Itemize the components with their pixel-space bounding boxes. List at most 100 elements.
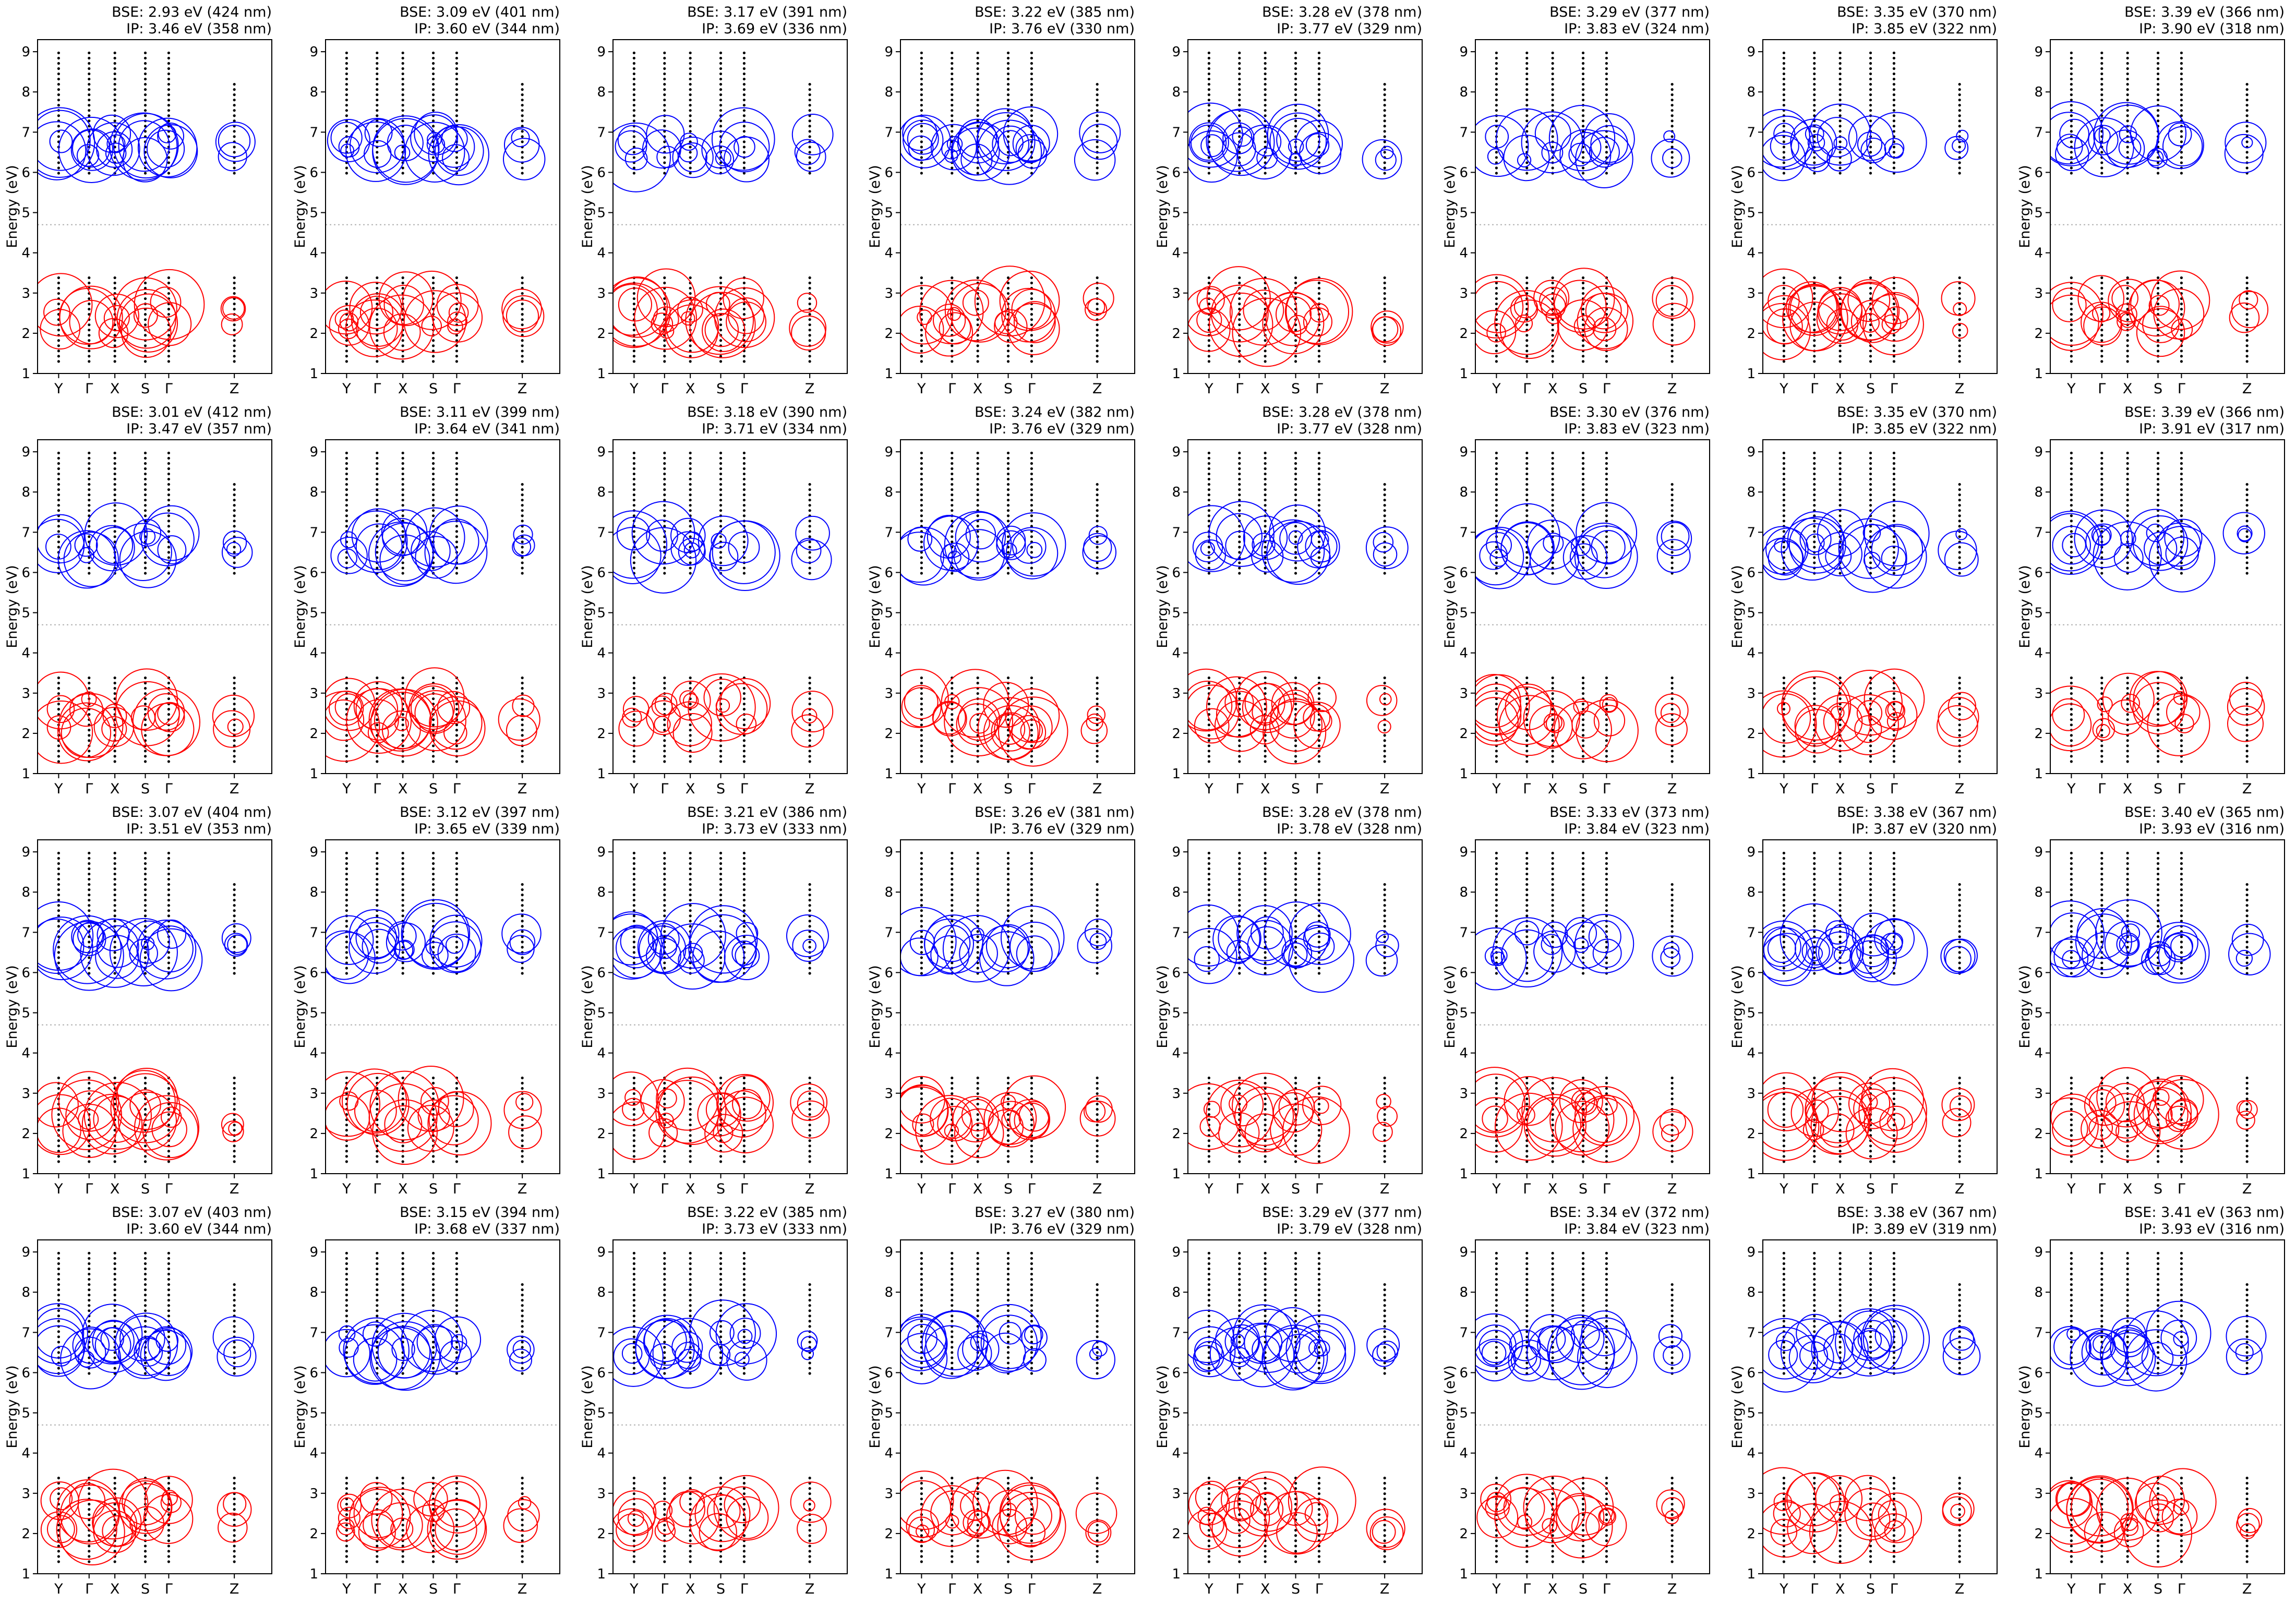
band-dot	[401, 514, 404, 517]
band-dot	[1892, 697, 1896, 701]
conduction-circle	[1216, 513, 1263, 560]
band-dot	[1096, 82, 1099, 86]
valence-circle	[102, 703, 127, 728]
band-dot	[455, 339, 459, 342]
band-dot	[88, 303, 91, 306]
plot-area	[613, 451, 834, 763]
y-tick-label: 7	[1747, 525, 1756, 540]
band-dot	[1581, 556, 1585, 559]
band-dot	[1581, 734, 1585, 737]
band-dot	[1892, 514, 1896, 517]
band-dot	[1096, 755, 1099, 758]
valence-circle	[1576, 699, 1639, 763]
conduction-circle	[616, 516, 651, 551]
band-dot	[1958, 509, 1961, 512]
band-dot	[1813, 329, 1816, 332]
band-dot	[1030, 755, 1033, 758]
bse-title: BSE: 3.39 eV (366 nm)	[2124, 4, 2285, 20]
y-tick-label: 3	[309, 286, 318, 301]
band-dot	[1670, 146, 1674, 149]
band-dot	[113, 499, 116, 502]
band-dot	[719, 729, 723, 732]
x-tick-label: Z	[1092, 381, 1102, 397]
band-dot	[1383, 686, 1386, 690]
band-dot	[345, 744, 348, 747]
band-dot	[1670, 488, 1674, 491]
band-dot	[663, 540, 666, 544]
band-dot	[1006, 572, 1010, 575]
band-dot	[1892, 451, 1896, 455]
valence-circle	[443, 720, 467, 745]
band-dot	[2245, 313, 2249, 316]
band-dot	[951, 276, 954, 280]
valence-circle	[1007, 303, 1060, 355]
valence-circle	[2050, 294, 2099, 351]
band-dot	[1383, 140, 1386, 143]
y-tick-label: 5	[1747, 606, 1756, 621]
band-dot	[521, 504, 524, 507]
band-dot	[2100, 67, 2103, 70]
valence-circle	[1776, 702, 1790, 716]
band-dot	[1838, 82, 1842, 86]
band-dot	[1551, 130, 1554, 133]
band-dot	[455, 572, 459, 575]
band-dot	[663, 140, 666, 143]
y-tick-label: 5	[597, 206, 606, 221]
band-dot	[808, 566, 811, 570]
band-dot	[1030, 462, 1033, 465]
band-dot	[689, 483, 692, 486]
band-dot	[521, 708, 524, 711]
band-dot	[742, 77, 746, 81]
y-tick-label: 6	[21, 165, 30, 180]
band-dot	[167, 77, 171, 81]
band-dot	[1838, 472, 1842, 476]
band-dot	[1892, 540, 1896, 544]
band-dot	[1670, 355, 1674, 358]
band-dot	[401, 472, 404, 476]
conduction-circle	[1944, 136, 1969, 160]
conduction-circle	[404, 122, 465, 183]
x-tick-label: X	[1260, 381, 1270, 397]
conduction-circle	[2088, 125, 2119, 155]
band-dot	[1495, 723, 1498, 727]
band-dot	[376, 323, 379, 327]
band-dot	[1495, 355, 1498, 358]
band-dot	[431, 676, 435, 680]
x-tick-label: S	[1004, 381, 1013, 397]
band-dot	[1670, 329, 1674, 332]
band-dot	[401, 344, 404, 347]
band-dot	[632, 462, 636, 465]
band-dot	[2100, 504, 2103, 507]
band-dot	[57, 82, 61, 86]
band-dot	[1207, 723, 1211, 727]
band-dot	[1813, 561, 1816, 564]
band-dot	[2156, 72, 2160, 76]
band-dot	[1495, 156, 1498, 159]
band-dot	[233, 681, 236, 685]
valence-circle	[404, 667, 465, 728]
valence-circle	[1593, 705, 1626, 737]
band-dot	[1030, 535, 1033, 538]
band-dot	[1238, 297, 1241, 300]
band-dot	[1264, 67, 1267, 70]
band-dot	[521, 281, 524, 285]
band-dot	[808, 281, 811, 285]
band-dot	[663, 51, 666, 55]
band-dot	[632, 713, 636, 716]
band-dot	[742, 509, 746, 512]
band-dot	[113, 119, 116, 123]
band-dot	[1551, 681, 1554, 685]
band-dot	[808, 723, 811, 727]
band-dot	[632, 561, 636, 564]
ip-title: IP: 3.77 eV (329 nm)	[1277, 21, 1422, 37]
valence-circle	[2052, 287, 2087, 322]
band-dot	[920, 313, 923, 316]
bse-title: BSE: 3.35 eV (370 nm)	[1837, 4, 1997, 20]
band-dot	[431, 119, 435, 123]
band-dot	[632, 172, 636, 175]
band-dot	[401, 566, 404, 570]
band-dot	[1813, 546, 1816, 549]
band-dot	[233, 292, 236, 295]
band-dot	[1551, 467, 1554, 471]
